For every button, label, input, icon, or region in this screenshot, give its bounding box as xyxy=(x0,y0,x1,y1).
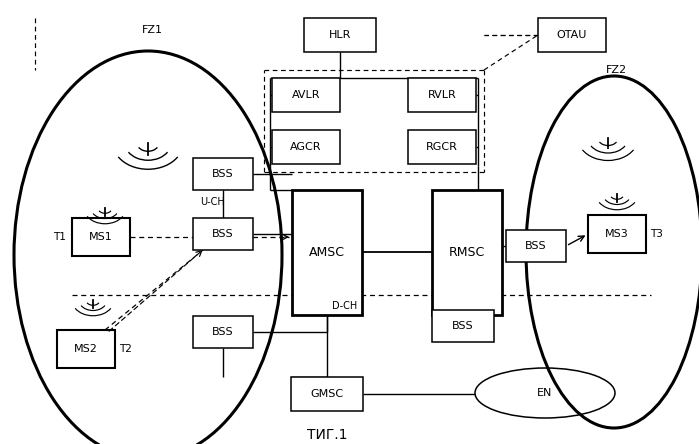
Text: RVLR: RVLR xyxy=(428,90,456,100)
Text: T1: T1 xyxy=(53,232,66,242)
Text: T2: T2 xyxy=(119,344,132,354)
Text: HLR: HLR xyxy=(329,30,351,40)
Text: MS1: MS1 xyxy=(89,232,113,242)
Bar xyxy=(57,330,115,368)
Text: BSS: BSS xyxy=(452,321,474,331)
Text: ΤИГ.1: ΤИГ.1 xyxy=(307,428,347,442)
Text: BSS: BSS xyxy=(212,229,233,239)
Text: EN: EN xyxy=(538,388,553,398)
Bar xyxy=(408,78,476,112)
Bar xyxy=(72,218,130,256)
Bar xyxy=(432,310,494,342)
Bar xyxy=(538,18,606,52)
Text: FZ1: FZ1 xyxy=(141,25,162,35)
Text: AMSC: AMSC xyxy=(309,246,345,259)
Text: RMSC: RMSC xyxy=(449,246,485,259)
Bar xyxy=(272,78,340,112)
Text: D-CH: D-CH xyxy=(332,301,357,311)
Text: MS2: MS2 xyxy=(74,344,98,354)
Text: RGCR: RGCR xyxy=(426,142,458,152)
Bar xyxy=(506,230,566,262)
Bar xyxy=(408,130,476,164)
Bar xyxy=(272,130,340,164)
Text: BSS: BSS xyxy=(212,327,233,337)
Text: AVLR: AVLR xyxy=(291,90,320,100)
Bar xyxy=(291,377,363,411)
Bar xyxy=(193,158,253,190)
Bar xyxy=(292,190,362,315)
Bar xyxy=(193,218,253,250)
Text: MS3: MS3 xyxy=(605,229,629,239)
Text: U-CH: U-CH xyxy=(200,197,225,207)
Text: GMSC: GMSC xyxy=(310,389,344,399)
Bar xyxy=(432,190,502,315)
Bar xyxy=(304,18,376,52)
Bar xyxy=(588,215,646,253)
Text: T3: T3 xyxy=(650,229,663,239)
Text: AGCR: AGCR xyxy=(290,142,322,152)
Text: OTAU: OTAU xyxy=(557,30,587,40)
Text: FZ2: FZ2 xyxy=(605,65,626,75)
Bar xyxy=(193,316,253,348)
Text: BSS: BSS xyxy=(212,169,233,179)
Text: BSS: BSS xyxy=(525,241,547,251)
